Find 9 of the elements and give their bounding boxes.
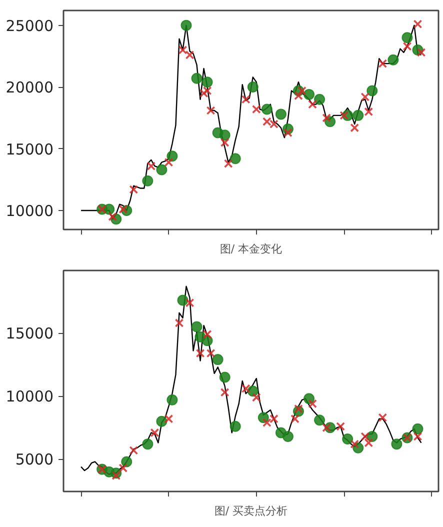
- y-tick-label: 10000: [6, 202, 54, 220]
- y-tick-label: 20000: [6, 78, 54, 97]
- y-tick-label: 15000: [6, 324, 54, 343]
- y-tick-label: 15000: [6, 140, 54, 158]
- x-axis-title: 图/ 买卖点分析: [214, 504, 288, 518]
- y-tick-label: 10000: [6, 388, 54, 406]
- x-axis-title: 图/ 本金变化: [220, 242, 282, 256]
- y-tick-label: 25000: [6, 16, 54, 35]
- y-tick-label: 5000: [15, 450, 54, 469]
